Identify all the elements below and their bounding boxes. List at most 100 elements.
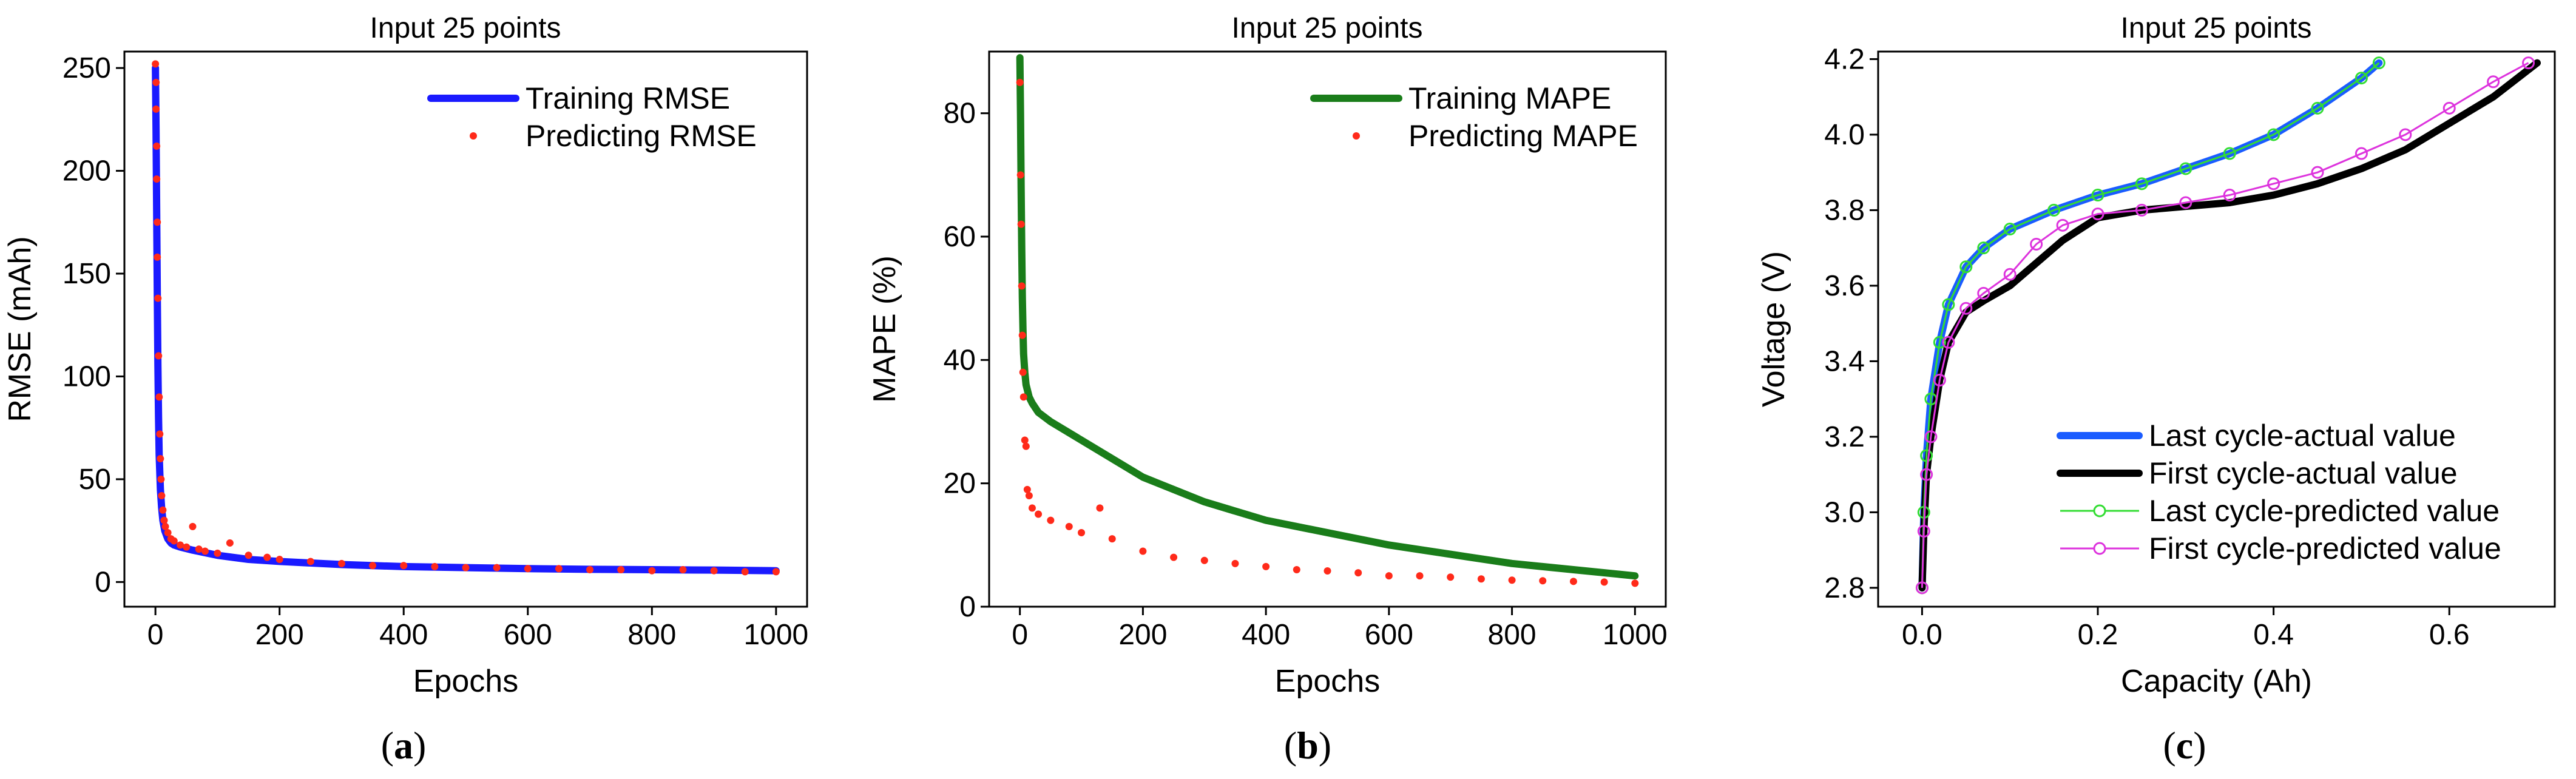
data-point-predicting-rmse xyxy=(648,567,656,575)
x-tick-label: 1000 xyxy=(1603,619,1668,651)
data-point-predicting-rmse xyxy=(160,516,168,524)
panel-a-plot: Input 25 points 0 200 400 600 800 1000 0 50 100 15… xyxy=(2,12,808,699)
data-point-predicting-mape xyxy=(1023,485,1031,493)
data-point-predicting-rmse xyxy=(189,522,197,530)
chart-title: Input 25 points xyxy=(1232,12,1423,44)
x-tick-label: 800 xyxy=(1488,619,1536,651)
data-point-predicting-rmse xyxy=(679,566,687,573)
data-point-predicting-rmse xyxy=(154,294,162,302)
y-tick-label: 3.8 xyxy=(1824,194,1865,226)
data-point-predicting-mape xyxy=(1019,368,1027,376)
data-point-predicting-rmse xyxy=(153,175,161,183)
x-tick-label: 400 xyxy=(1242,619,1290,651)
data-point-predicting-mape xyxy=(1028,504,1036,512)
chart-title: Input 25 points xyxy=(370,12,561,44)
y-tick-label: 3.6 xyxy=(1824,270,1865,302)
data-point-predicting-mape xyxy=(1016,78,1024,86)
data-point-first-cycle-predicted-value xyxy=(1917,525,1930,538)
y-tick-label: 80 xyxy=(944,98,976,130)
data-point-last-cycle-predicted-value xyxy=(2311,101,2324,115)
data-point-predicting-mape xyxy=(1025,492,1033,499)
data-point-predicting-rmse xyxy=(152,60,160,68)
data-point-predicting-rmse xyxy=(161,522,169,530)
data-point-predicting-rmse xyxy=(152,78,160,86)
y-tick-label: 4.2 xyxy=(1824,43,1865,75)
data-point-first-cycle-predicted-value xyxy=(2311,166,2324,179)
series-line-first-cycle-predicted-value xyxy=(1921,62,2529,588)
data-point-first-cycle-predicted-value xyxy=(2442,101,2456,115)
data-point-predicting-mape xyxy=(1200,556,1208,564)
data-point-first-cycle-predicted-value xyxy=(2487,75,2500,89)
data-point-predicting-mape xyxy=(1078,529,1086,536)
panel-c-plot: Input 25 points 0.0 0.2 0.4 0.6 2.8 3.0 3.2 3.4 3… xyxy=(1756,12,2556,699)
data-point-predicting-mape xyxy=(1018,331,1026,339)
legend-label-training-mape: Training MAPE xyxy=(1408,81,1611,115)
data-point-predicting-rmse xyxy=(245,551,252,559)
data-point-predicting-rmse xyxy=(462,564,470,572)
data-point-predicting-rmse xyxy=(772,568,780,576)
data-point-predicting-rmse xyxy=(155,393,163,401)
data-point-last-cycle-predicted-value xyxy=(1942,298,1955,311)
data-point-predicting-mape xyxy=(1231,559,1239,567)
data-point-first-cycle-predicted-value xyxy=(2091,207,2104,221)
y-axis-label: RMSE (mAh) xyxy=(2,236,38,422)
x-tick-label: 600 xyxy=(504,619,552,651)
data-point-predicting-mape xyxy=(1323,567,1331,575)
x-tick-label: 0 xyxy=(1012,619,1028,651)
y-tick-label: 4.0 xyxy=(1824,119,1865,151)
data-point-first-cycle-predicted-value xyxy=(2179,196,2192,209)
data-point-predicting-rmse xyxy=(159,506,167,514)
legend-label-last-cycle-predicted-value: Last cycle-predicted value xyxy=(2149,494,2500,528)
legend-label-predicting-mape: Predicting MAPE xyxy=(1408,119,1638,153)
data-point-first-cycle-predicted-value xyxy=(1933,374,1946,387)
x-axis-label: Epochs xyxy=(1275,664,1380,699)
data-point-predicting-mape xyxy=(1139,547,1147,555)
y-tick-label: 20 xyxy=(944,468,976,500)
y-tick-label: 3.4 xyxy=(1824,345,1865,377)
data-point-predicting-rmse xyxy=(195,545,203,553)
legend-swatch-marker-first-cycle-predicted-value xyxy=(2093,542,2106,555)
data-point-predicting-rmse xyxy=(201,547,209,555)
y-tick-label: 3.0 xyxy=(1824,496,1865,528)
data-point-predicting-rmse xyxy=(369,562,377,570)
data-point-last-cycle-predicted-value xyxy=(2047,203,2061,217)
data-point-predicting-rmse xyxy=(555,565,563,573)
panel-label-a: (a) xyxy=(381,724,427,767)
x-tick-label: 0.2 xyxy=(2078,619,2118,651)
data-point-predicting-mape xyxy=(1354,569,1362,577)
data-point-predicting-mape xyxy=(1416,572,1424,580)
data-point-predicting-rmse xyxy=(152,105,160,113)
data-point-predicting-mape xyxy=(1293,566,1300,573)
data-point-predicting-rmse xyxy=(263,553,271,561)
data-point-predicting-mape xyxy=(1477,575,1485,583)
data-point-predicting-mape xyxy=(1017,220,1025,228)
legend-label-last-cycle-actual-value: Last cycle-actual value xyxy=(2149,419,2456,453)
plot-frame xyxy=(123,50,808,608)
y-tick-label: 100 xyxy=(63,360,111,393)
data-point-predicting-mape xyxy=(1569,578,1577,585)
y-tick-label: 3.2 xyxy=(1824,421,1865,453)
plot-frame xyxy=(988,50,1667,608)
series-line-training-mape xyxy=(1016,54,1639,580)
data-point-predicting-rmse xyxy=(154,253,161,261)
data-point-predicting-mape xyxy=(1022,442,1030,450)
series-group xyxy=(152,60,780,576)
data-point-predicting-rmse xyxy=(156,430,164,438)
data-point-predicting-mape xyxy=(1035,510,1043,518)
data-point-predicting-rmse xyxy=(524,565,532,573)
x-tick-label: 200 xyxy=(255,619,304,651)
x-tick-label: 1000 xyxy=(743,619,808,651)
legend-label-predicting-rmse: Predicting RMSE xyxy=(526,119,757,153)
legend-label-first-cycle-actual-value: First cycle-actual value xyxy=(2149,456,2458,490)
y-axis-label: MAPE (%) xyxy=(867,255,902,403)
y-tick-label: 40 xyxy=(944,344,976,376)
legend-swatch-marker-last-cycle-predicted-value xyxy=(2093,504,2106,518)
data-point-predicting-rmse xyxy=(157,455,164,462)
data-point-last-cycle-predicted-value xyxy=(2091,189,2104,202)
data-point-first-cycle-predicted-value xyxy=(1942,336,1955,349)
data-point-first-cycle-predicted-value xyxy=(2522,56,2535,70)
series-line-last-cycle-predicted-value xyxy=(1921,62,2380,588)
data-point-last-cycle-predicted-value xyxy=(1977,241,1990,255)
x-tick-label: 0 xyxy=(147,619,164,651)
data-point-predicting-mape xyxy=(1631,579,1639,587)
